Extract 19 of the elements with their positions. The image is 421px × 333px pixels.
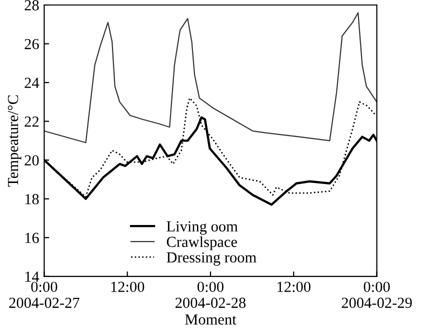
- x-tick-label: 0:00 2004-02-29: [342, 282, 412, 308]
- y-axis-title: Tempeature/°C: [8, 95, 22, 187]
- y-tick-label: 28: [24, 0, 39, 10]
- x-axis-title: Moment: [185, 314, 236, 325]
- legend-label: Crawlspace: [166, 236, 237, 250]
- y-tick-label: 14: [25, 272, 40, 282]
- y-tick-label: 26: [24, 38, 39, 50]
- legend-label: Living oom: [166, 221, 238, 235]
- x-tick-label: 12:00: [111, 282, 144, 292]
- x-tick-label: 0:00 2004-02-27: [9, 282, 80, 308]
- y-tick-label: 24: [24, 78, 40, 88]
- y-tick-label: 16: [25, 232, 39, 244]
- x-tick-label: 0:00 2004-02-28: [176, 282, 246, 308]
- line-series: [44, 12, 377, 144]
- x-tick-label: 12:00: [278, 282, 310, 292]
- legend-label: Dressing room: [166, 252, 256, 266]
- y-tick-label: 22: [24, 116, 38, 127]
- y-tick-label: 20: [24, 155, 39, 166]
- y-tick-label: 18: [25, 194, 39, 204]
